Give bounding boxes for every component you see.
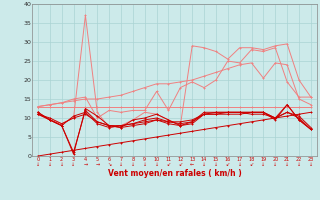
X-axis label: Vent moyen/en rafales ( km/h ): Vent moyen/en rafales ( km/h ): [108, 169, 241, 178]
